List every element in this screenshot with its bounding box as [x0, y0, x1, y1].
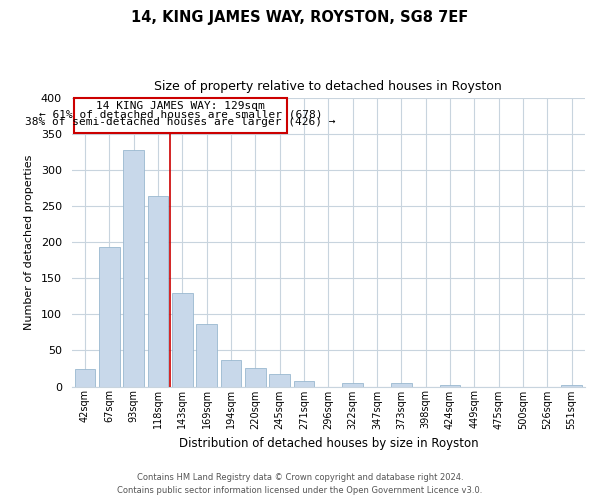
Text: 14, KING JAMES WAY, ROYSTON, SG8 7EF: 14, KING JAMES WAY, ROYSTON, SG8 7EF	[131, 10, 469, 25]
FancyBboxPatch shape	[74, 98, 287, 133]
Bar	[293, 381, 314, 386]
Bar	[440, 385, 460, 386]
Bar	[74, 368, 95, 386]
Bar	[561, 385, 582, 386]
Bar	[124, 150, 144, 386]
Bar	[269, 374, 290, 386]
Bar	[196, 324, 217, 386]
X-axis label: Distribution of detached houses by size in Royston: Distribution of detached houses by size …	[179, 437, 478, 450]
Title: Size of property relative to detached houses in Royston: Size of property relative to detached ho…	[154, 80, 502, 93]
Bar	[221, 360, 241, 386]
Text: 38% of semi-detached houses are larger (426) →: 38% of semi-detached houses are larger (…	[25, 117, 336, 127]
Bar	[172, 293, 193, 386]
Bar	[245, 368, 266, 386]
Bar	[343, 383, 363, 386]
Text: 14 KING JAMES WAY: 129sqm: 14 KING JAMES WAY: 129sqm	[96, 101, 265, 111]
Bar	[148, 196, 169, 386]
Y-axis label: Number of detached properties: Number of detached properties	[24, 154, 34, 330]
Text: Contains HM Land Registry data © Crown copyright and database right 2024.
Contai: Contains HM Land Registry data © Crown c…	[118, 474, 482, 495]
Bar	[391, 383, 412, 386]
Bar	[99, 248, 119, 386]
Text: ← 61% of detached houses are smaller (678): ← 61% of detached houses are smaller (67…	[39, 109, 322, 119]
